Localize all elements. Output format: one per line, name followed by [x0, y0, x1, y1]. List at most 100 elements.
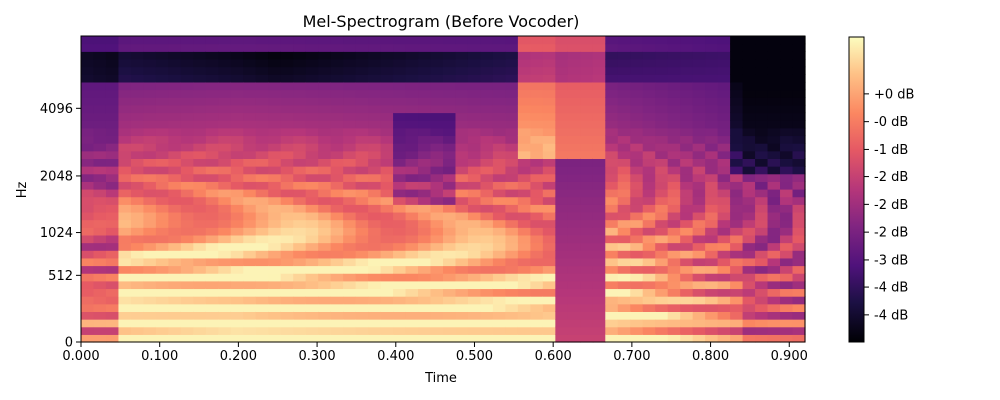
heatmap-cell — [268, 181, 282, 190]
heatmap-cell — [480, 74, 494, 83]
heatmap-cell — [705, 311, 719, 320]
heatmap-cell — [592, 250, 606, 259]
heatmap-cell — [742, 196, 756, 205]
heatmap-cell — [605, 227, 619, 236]
heatmap-cell — [792, 43, 806, 52]
heatmap-cell — [567, 74, 581, 83]
heatmap-cell — [705, 227, 719, 236]
heatmap-cell — [742, 181, 756, 190]
heatmap-cell — [155, 143, 169, 152]
heatmap-cell — [792, 204, 806, 213]
heatmap-cell — [193, 181, 207, 190]
heatmap-cell — [180, 234, 194, 244]
heatmap-cell — [305, 43, 319, 52]
heatmap-cell — [530, 58, 544, 68]
heatmap-cell — [418, 280, 432, 290]
heatmap-cell — [205, 288, 219, 297]
heatmap-cell — [467, 311, 482, 320]
heatmap-cell — [455, 204, 469, 213]
heatmap-cell — [455, 43, 469, 52]
heatmap-cell — [455, 74, 469, 83]
heatmap-cell — [530, 36, 544, 45]
heatmap-cell — [130, 257, 145, 267]
heatmap-cell — [530, 81, 544, 91]
heatmap-cell — [255, 66, 269, 75]
heatmap-cell — [617, 81, 631, 91]
heatmap-cell — [305, 234, 319, 244]
heatmap-cell — [667, 234, 681, 244]
heatmap-cell — [105, 104, 120, 114]
heatmap-cell — [280, 288, 294, 297]
heatmap-cell — [680, 334, 694, 343]
heatmap-cell — [717, 319, 731, 328]
heatmap-cell — [467, 97, 482, 106]
heatmap-cell — [293, 112, 307, 121]
heatmap-cell — [418, 135, 432, 144]
heatmap-cell — [605, 112, 619, 121]
heatmap-cell — [730, 120, 744, 129]
heatmap-cell — [667, 296, 681, 305]
heatmap-cell — [467, 51, 482, 60]
heatmap-cell — [717, 135, 731, 144]
heatmap-cell — [492, 326, 507, 335]
heatmap-cell — [555, 296, 569, 305]
heatmap-cell — [730, 296, 744, 305]
heatmap-cell — [330, 143, 344, 152]
heatmap-cell — [405, 250, 419, 259]
heatmap-cell — [380, 51, 394, 60]
heatmap-cell — [705, 234, 719, 244]
heatmap-cell — [268, 74, 282, 83]
heatmap-cell — [717, 143, 731, 152]
heatmap-cell — [380, 181, 394, 190]
heatmap-cell — [705, 150, 719, 159]
heatmap-cell — [617, 250, 631, 259]
heatmap-cell — [680, 326, 694, 335]
heatmap-cell — [555, 173, 569, 182]
heatmap-cell — [118, 51, 132, 60]
heatmap-cell — [705, 204, 719, 213]
heatmap-cell — [455, 234, 469, 244]
heatmap-cell — [680, 51, 694, 60]
heatmap-cell — [405, 135, 419, 144]
heatmap-cell — [605, 36, 619, 45]
heatmap-cell — [517, 280, 531, 290]
heatmap-cell — [430, 66, 444, 75]
heatmap-cell — [667, 196, 681, 205]
heatmap-cell — [542, 158, 556, 167]
heatmap-cell — [280, 219, 294, 228]
heatmap-cell — [280, 66, 294, 75]
heatmap-cell — [380, 204, 394, 213]
heatmap-cell — [330, 112, 344, 121]
heatmap-cell — [280, 296, 294, 305]
heatmap-cell — [81, 112, 95, 121]
heatmap-cell — [780, 234, 794, 244]
heatmap-cell — [655, 81, 669, 91]
heatmap-cell — [193, 166, 207, 175]
heatmap-cell — [530, 196, 544, 205]
heatmap-cell — [430, 311, 444, 320]
heatmap-cell — [605, 280, 619, 290]
heatmap-cell — [318, 204, 332, 213]
heatmap-cell — [105, 158, 120, 167]
heatmap-cell — [705, 58, 719, 68]
heatmap-cell — [193, 234, 207, 244]
heatmap-cell — [492, 303, 507, 312]
heatmap-cell — [380, 36, 394, 45]
heatmap-cell — [293, 189, 307, 198]
heatmap-cell — [780, 257, 794, 267]
heatmap-cell — [517, 150, 531, 159]
heatmap-cell — [180, 66, 194, 75]
heatmap-cell — [205, 189, 219, 198]
heatmap-cell — [380, 127, 394, 137]
heatmap-cell — [380, 43, 394, 52]
heatmap-cell — [755, 120, 769, 129]
heatmap-cell — [480, 58, 494, 68]
heatmap-cell — [567, 89, 581, 98]
heatmap-cell — [505, 265, 519, 274]
heatmap-cell — [180, 51, 194, 60]
heatmap-cell — [355, 58, 369, 68]
heatmap-cell — [405, 273, 419, 282]
heatmap-cell — [742, 250, 756, 259]
heatmap-cell — [368, 196, 382, 205]
heatmap-cell — [655, 120, 669, 129]
